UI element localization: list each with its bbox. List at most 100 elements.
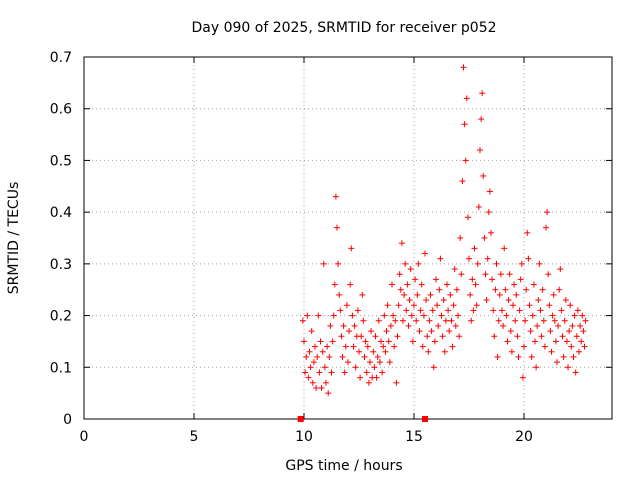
data-point bbox=[483, 297, 490, 304]
data-point bbox=[390, 312, 397, 319]
data-point bbox=[539, 286, 546, 293]
data-point bbox=[532, 338, 538, 345]
data-point bbox=[495, 317, 502, 324]
data-point bbox=[380, 343, 387, 350]
data-point bbox=[442, 317, 449, 324]
data-point bbox=[346, 328, 353, 335]
data-point bbox=[324, 343, 331, 350]
data-point bbox=[340, 322, 347, 329]
data-point bbox=[455, 312, 461, 319]
data-point bbox=[345, 359, 351, 366]
data-point bbox=[547, 328, 554, 335]
data-point bbox=[359, 291, 366, 298]
x-tick-label: 15 bbox=[405, 429, 423, 445]
data-point bbox=[357, 374, 364, 381]
data-point bbox=[582, 317, 589, 324]
y-tick-label: 0.6 bbox=[50, 102, 72, 118]
data-point bbox=[541, 343, 548, 350]
data-point bbox=[382, 348, 389, 355]
data-point bbox=[464, 214, 471, 221]
data-point bbox=[416, 328, 423, 335]
data-point bbox=[434, 302, 441, 309]
data-point bbox=[489, 276, 496, 283]
data-point bbox=[436, 286, 443, 293]
data-point bbox=[438, 312, 445, 319]
data-point bbox=[544, 209, 551, 216]
data-point bbox=[423, 297, 430, 304]
data-point bbox=[560, 353, 567, 360]
data-point bbox=[540, 317, 547, 324]
data-point bbox=[307, 364, 314, 371]
data-point bbox=[508, 348, 515, 355]
data-point bbox=[330, 312, 337, 319]
data-point bbox=[574, 307, 581, 314]
data-point bbox=[534, 322, 541, 329]
data-point bbox=[308, 328, 315, 335]
y-tick-label: 0.1 bbox=[50, 360, 72, 376]
data-point bbox=[521, 343, 527, 350]
data-point bbox=[395, 302, 402, 309]
y-axis-label: SRMTID / TECUs bbox=[6, 182, 22, 295]
data-point bbox=[463, 95, 470, 102]
x-axis-label: GPS time / hours bbox=[285, 458, 402, 474]
data-point bbox=[470, 307, 477, 314]
data-point bbox=[478, 116, 485, 123]
data-point bbox=[323, 379, 329, 386]
data-point bbox=[459, 178, 466, 185]
data-point bbox=[473, 302, 480, 309]
tick-labels: 0 5 10 15 20 0 0.1 0.2 0.3 0.4 0.5 0.6 0.7 bbox=[50, 50, 533, 445]
data-point bbox=[367, 359, 373, 366]
data-point bbox=[472, 281, 479, 288]
data-point bbox=[447, 291, 454, 298]
data-point bbox=[350, 343, 357, 350]
data-point bbox=[450, 302, 457, 309]
data-point bbox=[393, 379, 400, 386]
data-point bbox=[318, 384, 325, 391]
data-point bbox=[515, 353, 522, 360]
data-point bbox=[368, 328, 375, 335]
data-point bbox=[562, 297, 569, 304]
data-point bbox=[433, 276, 439, 283]
data-point bbox=[396, 271, 403, 278]
data-point bbox=[494, 353, 501, 360]
data-point bbox=[349, 312, 356, 319]
data-point bbox=[370, 348, 377, 355]
data-point bbox=[321, 364, 328, 371]
data-point bbox=[471, 245, 478, 252]
data-point bbox=[469, 276, 476, 283]
data-point bbox=[569, 322, 576, 329]
data-point bbox=[400, 317, 406, 324]
data-point bbox=[373, 374, 380, 381]
data-point bbox=[554, 359, 560, 366]
data-point bbox=[362, 338, 369, 345]
data-point bbox=[568, 343, 575, 350]
data-point bbox=[460, 64, 467, 71]
data-point bbox=[558, 307, 565, 314]
data-point bbox=[347, 281, 354, 288]
data-point bbox=[440, 297, 447, 304]
y-tick-label: 0.3 bbox=[50, 257, 72, 273]
data-point bbox=[351, 322, 358, 329]
data-point bbox=[462, 157, 469, 164]
data-point bbox=[334, 224, 340, 231]
data-point bbox=[566, 328, 573, 335]
data-point bbox=[550, 291, 557, 298]
data-point bbox=[312, 343, 318, 350]
data-point bbox=[412, 276, 419, 283]
data-point bbox=[404, 281, 411, 288]
data-point bbox=[352, 364, 359, 371]
chart-title: Day 090 of 2025, SRMTID for receiver p05… bbox=[191, 20, 496, 36]
data-point bbox=[525, 255, 532, 262]
data-point bbox=[499, 307, 505, 314]
y-tick-label: 0.5 bbox=[50, 153, 72, 169]
data-point bbox=[325, 390, 332, 397]
data-point bbox=[314, 353, 321, 360]
data-point bbox=[468, 317, 475, 324]
data-point bbox=[571, 312, 578, 319]
data-point bbox=[389, 281, 395, 288]
data-point bbox=[310, 359, 317, 366]
data-point bbox=[335, 260, 342, 267]
data-point bbox=[348, 245, 355, 252]
data-point bbox=[338, 333, 345, 340]
data-point bbox=[376, 359, 383, 366]
